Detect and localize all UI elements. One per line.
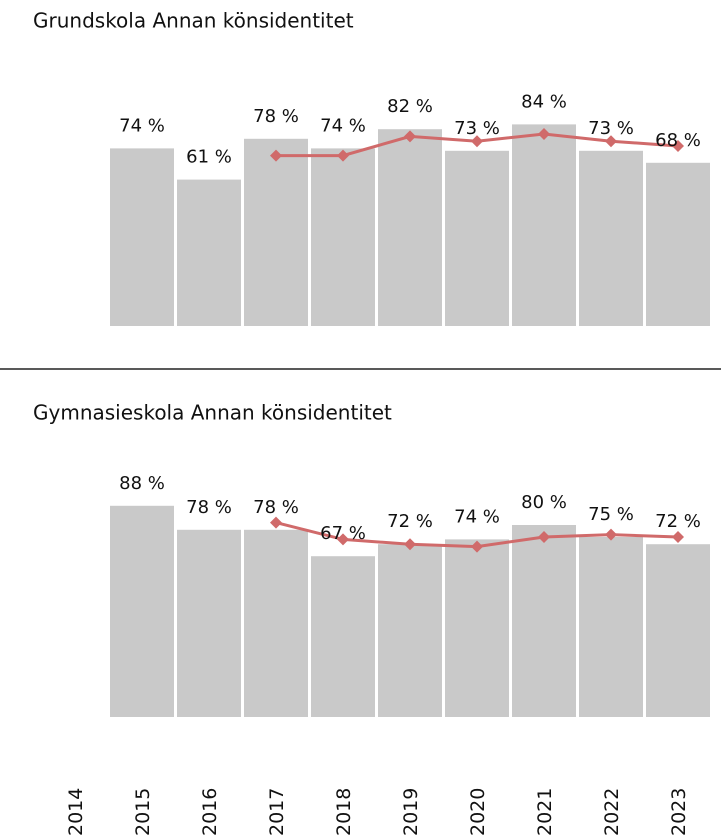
x-tick-label: 2023 xyxy=(668,788,690,836)
marker xyxy=(605,528,617,541)
bar xyxy=(311,556,375,717)
bar xyxy=(378,129,442,326)
bar xyxy=(445,539,509,717)
marker xyxy=(471,135,483,148)
data-label: 73 % xyxy=(588,118,634,139)
bar xyxy=(110,505,174,717)
data-label: 72 % xyxy=(655,511,701,532)
bar xyxy=(512,124,576,327)
bar xyxy=(646,544,710,717)
data-label: 74 % xyxy=(320,115,366,136)
x-tick-label: 2022 xyxy=(601,788,623,836)
bar xyxy=(646,162,710,326)
marker xyxy=(404,538,416,551)
x-tick-label: 2021 xyxy=(534,788,556,836)
data-label: 74 % xyxy=(119,115,165,136)
marker xyxy=(538,128,550,140)
bar xyxy=(177,179,241,326)
data-label: 68 % xyxy=(655,130,701,151)
marker xyxy=(605,135,617,148)
bar xyxy=(244,138,308,326)
data-label: 67 % xyxy=(320,523,366,544)
bar xyxy=(445,150,509,326)
x-tick-label: 2020 xyxy=(467,788,489,836)
marker xyxy=(538,531,550,543)
marker xyxy=(471,540,483,553)
data-label: 75 % xyxy=(588,504,634,525)
data-label: 78 % xyxy=(253,106,299,127)
x-tick-label: 2016 xyxy=(199,788,221,836)
marker xyxy=(337,149,349,162)
bar xyxy=(110,148,174,326)
bar xyxy=(311,148,375,326)
marker xyxy=(672,531,684,543)
bar xyxy=(378,544,442,717)
x-tick-label: 2017 xyxy=(266,788,288,836)
marker xyxy=(270,149,282,162)
x-tick-label: 2019 xyxy=(400,788,422,836)
data-label: 61 % xyxy=(186,147,232,168)
bar xyxy=(244,529,308,717)
marker xyxy=(270,516,282,529)
marker xyxy=(404,130,416,143)
data-label: 88 % xyxy=(119,473,165,494)
data-label: 78 % xyxy=(253,497,299,518)
data-label: 78 % xyxy=(186,497,232,518)
data-label: 73 % xyxy=(454,118,500,139)
data-label: 84 % xyxy=(521,91,567,112)
bar xyxy=(579,537,643,717)
x-tick-label: 2018 xyxy=(333,788,355,836)
data-label: 72 % xyxy=(387,511,433,532)
bar xyxy=(579,150,643,326)
x-tick-label: 2015 xyxy=(132,788,154,836)
marker xyxy=(337,533,349,546)
data-label: 80 % xyxy=(521,492,567,513)
chart-title: Grundskola Annan könsidentitet xyxy=(33,9,354,33)
x-tick-label: 2014 xyxy=(65,788,87,836)
data-label: 82 % xyxy=(387,96,433,117)
bar xyxy=(177,529,241,717)
marker xyxy=(672,140,684,152)
data-label: 74 % xyxy=(454,506,500,527)
bar xyxy=(512,525,576,717)
chart-title: Gymnasieskola Annan könsidentitet xyxy=(33,401,392,425)
